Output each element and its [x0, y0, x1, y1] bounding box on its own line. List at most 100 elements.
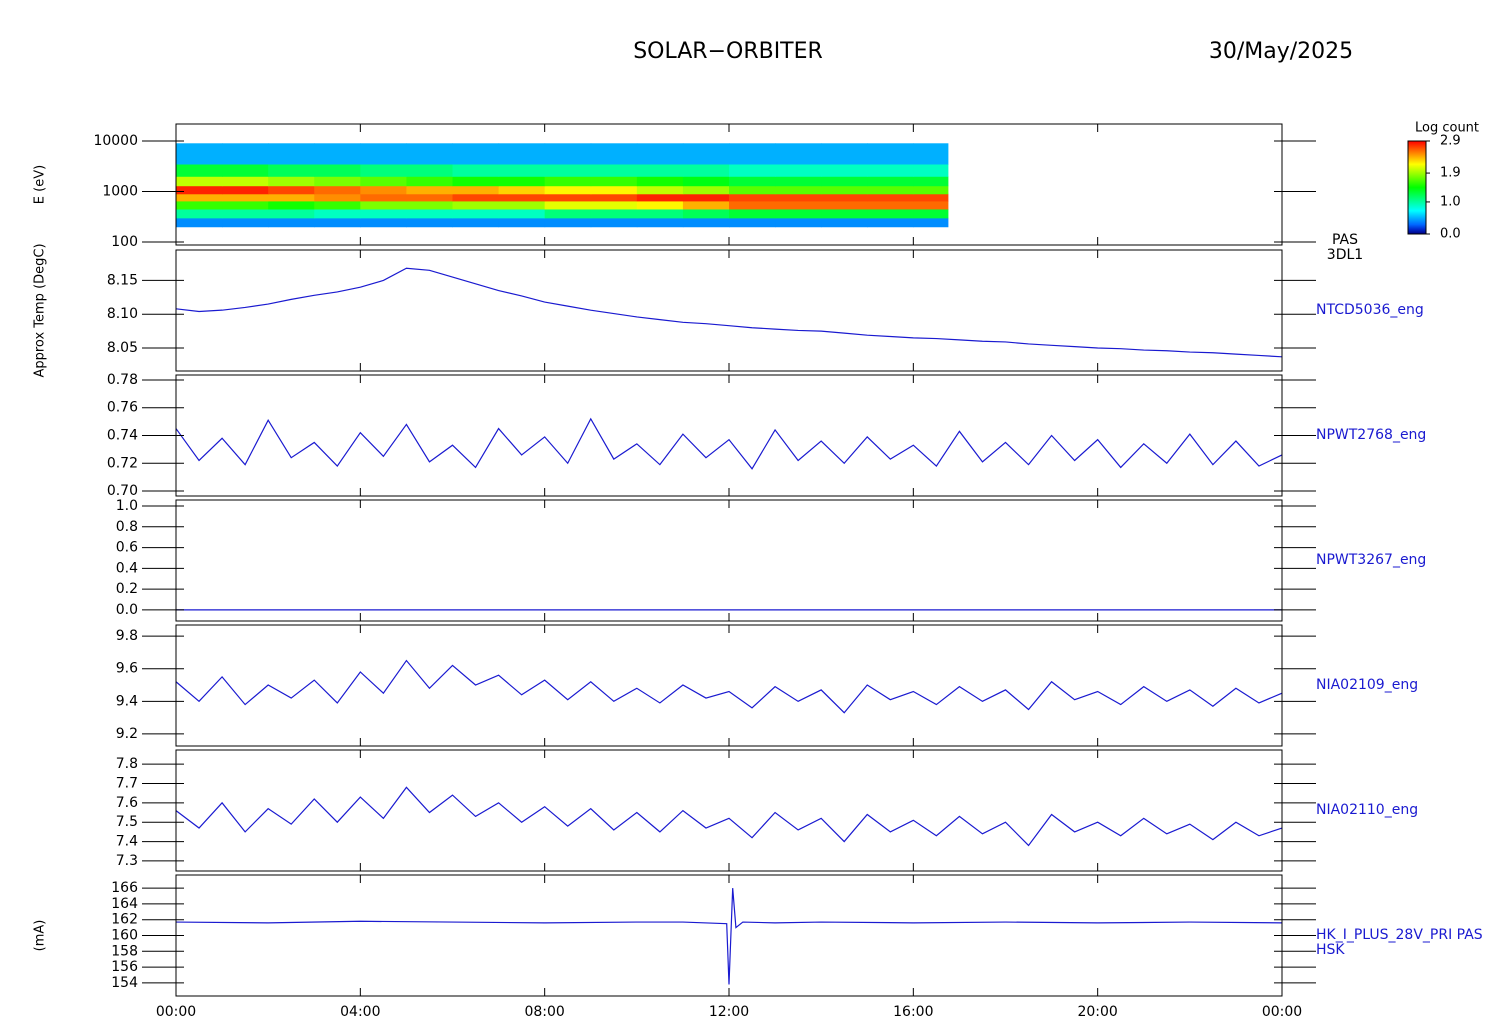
heat-cell — [498, 185, 546, 195]
heat-cell — [268, 200, 315, 210]
heat-cell — [544, 185, 592, 195]
y-tick-label: 0.78 — [107, 372, 138, 388]
y-tick-label: 0.76 — [107, 400, 138, 416]
heat-cell — [913, 143, 949, 165]
heat-cell — [775, 217, 822, 228]
panel-frame — [175, 374, 1283, 497]
heat-cell — [544, 208, 592, 219]
heat-cell — [498, 164, 546, 177]
heat-cell — [913, 193, 949, 202]
heat-cell — [682, 217, 730, 228]
heat-cell — [176, 143, 223, 165]
series-line — [175, 888, 1283, 985]
heat-cell — [729, 176, 776, 187]
heat-cell — [590, 143, 638, 165]
heat-cell — [222, 200, 269, 210]
panel-label: 3DL1 — [1327, 247, 1363, 263]
y-tick-label: 9.6 — [116, 661, 138, 677]
heat-cell — [360, 164, 407, 177]
heat-cell — [268, 176, 315, 187]
y-tick-label: 9.4 — [116, 693, 138, 709]
heat-cell — [775, 208, 822, 219]
heat-cell — [176, 193, 223, 202]
panel-frame — [175, 749, 1283, 872]
heat-cell — [775, 164, 822, 177]
heat-cell — [222, 217, 269, 228]
y-tick-label: 7.3 — [116, 853, 138, 869]
heat-cell — [406, 164, 453, 177]
y-tick-label: 9.2 — [116, 726, 138, 742]
heat-cell — [682, 185, 730, 195]
heat-cell — [222, 193, 269, 202]
heat-cell — [775, 143, 822, 165]
y-tick-label: 166 — [111, 880, 138, 896]
heat-cell — [775, 185, 822, 195]
heat-cell — [222, 164, 269, 177]
y-tick-label: 0.6 — [116, 540, 138, 556]
colorbar-label: 2.9 — [1440, 134, 1461, 149]
heat-cell — [682, 208, 730, 219]
heat-cell — [636, 208, 684, 219]
heat-cell — [636, 164, 684, 177]
panel-frame — [175, 624, 1283, 747]
heat-cell — [498, 208, 546, 219]
colorbar — [1407, 140, 1427, 235]
heat-cell — [729, 193, 776, 202]
heat-cell — [452, 176, 500, 187]
heat-cell — [314, 164, 361, 177]
heat-cell — [821, 143, 868, 165]
y-tick-label: 7.6 — [116, 795, 138, 811]
heat-cell — [729, 208, 776, 219]
heat-cell — [498, 176, 546, 187]
heat-cell — [498, 200, 546, 210]
series-line — [175, 417, 1283, 470]
y-tick-label: 0.72 — [107, 455, 138, 471]
heat-cell — [729, 200, 776, 210]
panel-label: NPWT3267_eng — [1316, 552, 1426, 568]
heat-cell — [268, 193, 315, 202]
heat-cell — [360, 200, 407, 210]
heat-cell — [544, 200, 592, 210]
colorbar-label: 0.0 — [1440, 227, 1461, 242]
heat-cell — [314, 176, 361, 187]
heat-cell — [360, 185, 407, 195]
y-tick-label: 8.10 — [107, 306, 138, 322]
heat-cell — [590, 176, 638, 187]
heat-cell — [682, 193, 730, 202]
heat-cell — [544, 143, 592, 165]
date: 30/May/2025 — [1209, 39, 1353, 64]
heat-cell — [314, 185, 361, 195]
heat-cell — [682, 200, 730, 210]
y-tick-label: 7.7 — [116, 775, 138, 791]
heat-cell — [729, 185, 776, 195]
y-tick-label: 8.05 — [107, 340, 138, 356]
heat-cell — [821, 208, 868, 219]
heat-cell — [360, 143, 407, 165]
panel-label: NPWT2768_eng — [1316, 427, 1426, 443]
heat-cell — [268, 143, 315, 165]
y-tick-label: 8.15 — [107, 272, 138, 288]
y-tick-label: 154 — [111, 975, 138, 991]
heat-cell — [821, 164, 868, 177]
panel-frame — [175, 249, 1283, 372]
heat-cell — [636, 185, 684, 195]
heat-cell — [775, 193, 822, 202]
title: SOLAR−ORBITER — [633, 39, 823, 64]
heat-cell — [913, 208, 949, 219]
heat-cell — [590, 200, 638, 210]
heat-cell — [821, 193, 868, 202]
heat-cell — [913, 176, 949, 187]
heat-cell — [590, 185, 638, 195]
heat-cell — [636, 176, 684, 187]
panel-label: HK_I_PLUS_28V_PRI PAS — [1316, 927, 1483, 943]
colorbar-label: 1.0 — [1440, 194, 1461, 209]
heat-cell — [867, 185, 914, 195]
heat-cell — [498, 217, 546, 228]
heat-cell — [406, 176, 453, 187]
heat-cell — [176, 185, 223, 195]
y-tick-label: 100 — [111, 234, 138, 250]
heat-cell — [821, 176, 868, 187]
heat-cell — [913, 185, 949, 195]
heat-cell — [268, 164, 315, 177]
